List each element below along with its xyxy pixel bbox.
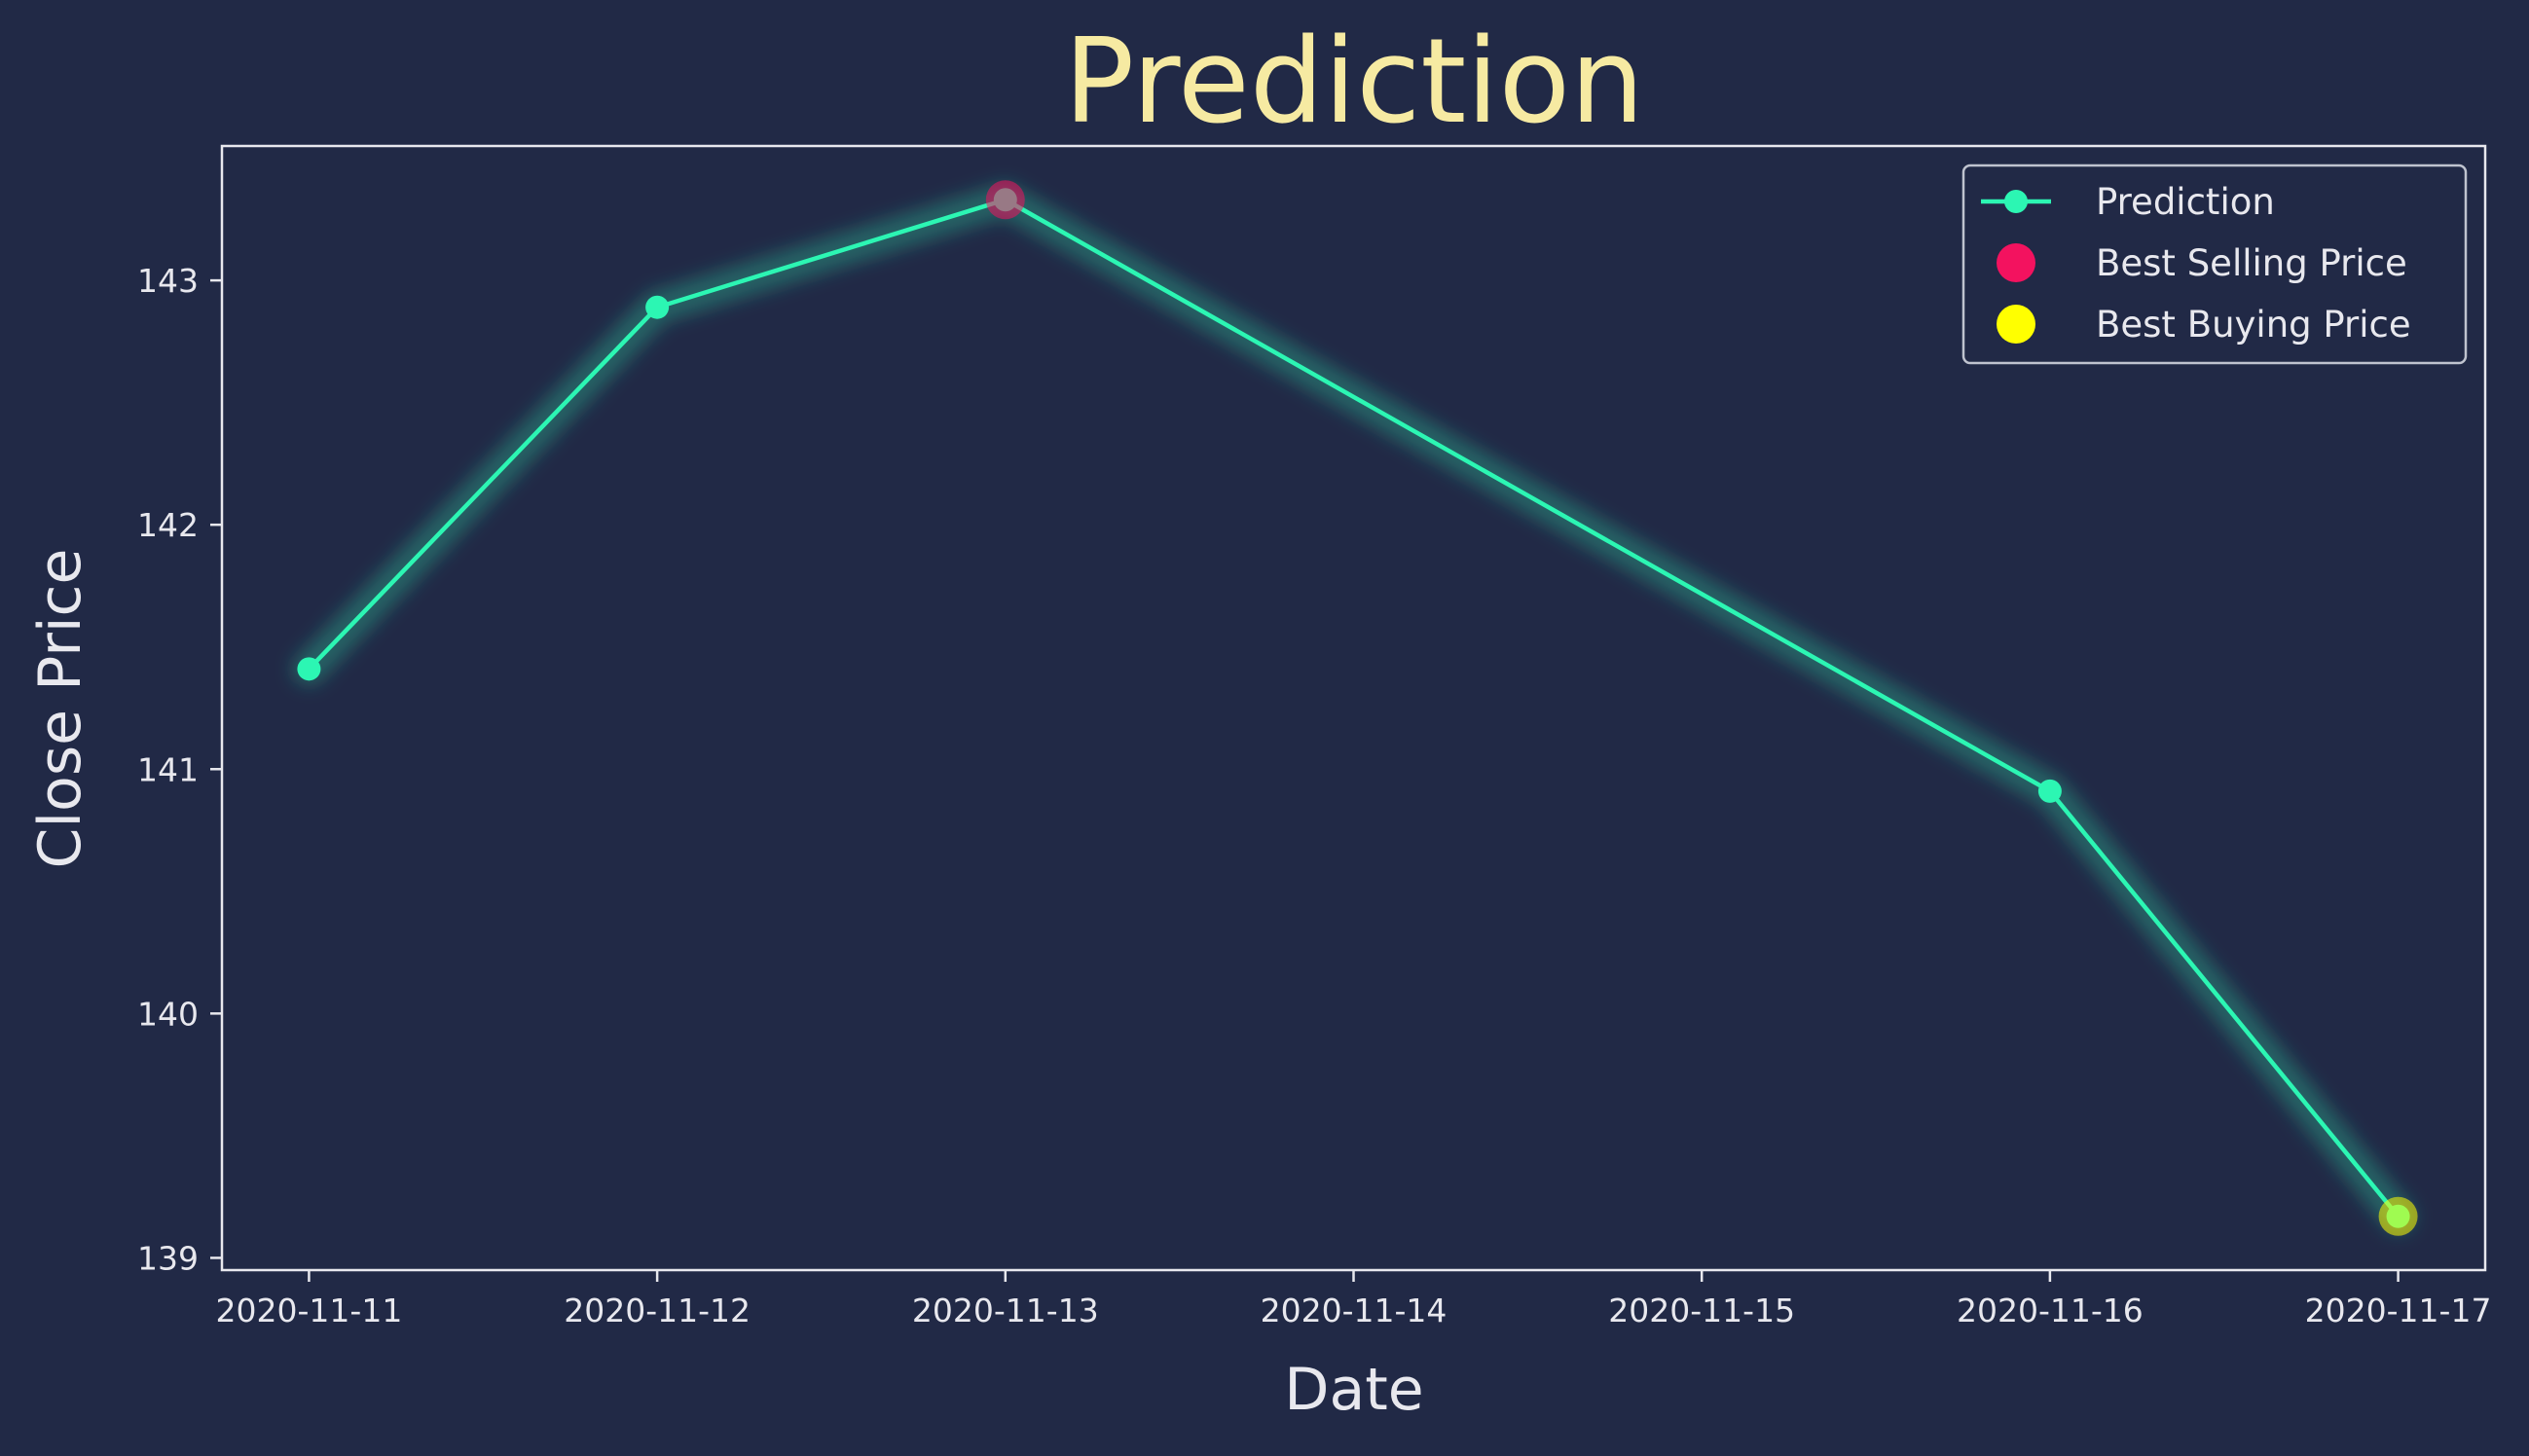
x-tick-label: 2020-11-16 bbox=[1957, 1292, 2144, 1329]
prediction-point bbox=[2037, 779, 2062, 803]
chart-title: Prediction bbox=[1064, 15, 1644, 150]
series-layer bbox=[297, 180, 2418, 1236]
x-axis: 2020-11-11 2020-11-12 2020-11-13 2020-11-14… bbox=[216, 1270, 2492, 1329]
legend-marker bbox=[1997, 305, 2035, 344]
y-tick-label: 143 bbox=[137, 262, 199, 300]
x-tick-label: 2020-11-13 bbox=[912, 1292, 1099, 1329]
legend-label: Prediction bbox=[2096, 181, 2275, 223]
x-tick-label: 2020-11-12 bbox=[564, 1292, 751, 1329]
legend-marker bbox=[2004, 190, 2028, 213]
y-tick-label: 140 bbox=[137, 995, 199, 1033]
y-axis: 139 140 141 142 143 bbox=[137, 262, 222, 1277]
best-selling-point bbox=[985, 180, 1025, 220]
x-tick-label: 2020-11-15 bbox=[1608, 1292, 1795, 1329]
x-axis-title: Date bbox=[1284, 1356, 1423, 1424]
prediction-point bbox=[645, 295, 670, 319]
y-tick-label: 142 bbox=[137, 506, 199, 544]
x-tick-label: 2020-11-11 bbox=[216, 1292, 403, 1329]
x-tick-label: 2020-11-17 bbox=[2305, 1292, 2492, 1329]
prediction-point bbox=[297, 657, 321, 681]
legend-box bbox=[1961, 164, 2468, 365]
y-axis-title: Close Price bbox=[26, 549, 94, 869]
legend-marker bbox=[1997, 243, 2035, 282]
y-tick-label: 139 bbox=[137, 1239, 199, 1277]
legend: Prediction Best Selling Price Best Buying … bbox=[1961, 164, 2468, 365]
x-tick-label: 2020-11-14 bbox=[1261, 1292, 1448, 1329]
best-buying-point bbox=[2378, 1196, 2418, 1236]
y-tick-label: 141 bbox=[137, 750, 199, 788]
legend-label: Best Buying Price bbox=[2096, 304, 2411, 346]
legend-label: Best Selling Price bbox=[2096, 242, 2407, 284]
